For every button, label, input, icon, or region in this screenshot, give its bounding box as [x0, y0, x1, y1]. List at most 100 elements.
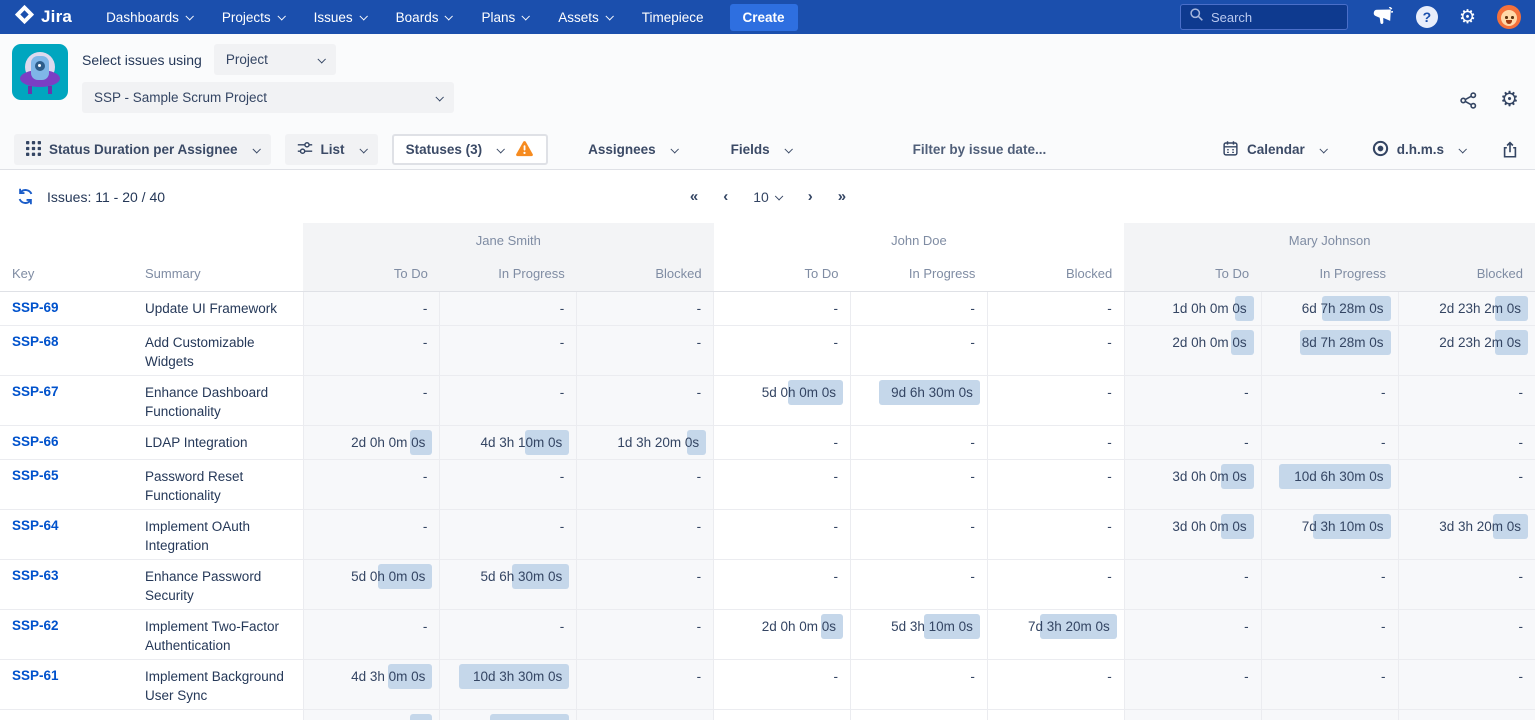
issue-source-bar: Select issues using Project SSP - Sample…	[0, 34, 1535, 130]
avatar-eye	[1505, 16, 1508, 19]
share-button[interactable]	[1457, 89, 1480, 112]
issue-key-link[interactable]: SSP-61	[12, 668, 59, 683]
key-cell: SSP-65	[0, 459, 133, 509]
issue-key-link[interactable]: SSP-69	[12, 300, 59, 315]
create-button[interactable]: Create	[730, 4, 798, 31]
issue-source-mode-select[interactable]: Project	[214, 44, 336, 75]
duration-cell: 2d 23h 2m 0s	[1398, 325, 1535, 375]
status-column-header: Blocked	[1398, 257, 1535, 291]
fields-filter-button[interactable]: Fields	[719, 134, 803, 165]
global-search[interactable]	[1180, 4, 1348, 30]
nav-plans[interactable]: Plans	[481, 10, 528, 25]
duration-cell: -	[851, 459, 988, 509]
pagination: « ‹ 10 › »	[690, 188, 845, 205]
duration-cell: 10d 3h 30m 0s	[440, 659, 577, 709]
issue-date-filter-input[interactable]	[913, 142, 1083, 157]
duration-cell: -	[303, 325, 440, 375]
nav-assets[interactable]: Assets	[558, 10, 612, 25]
duration-cell: -	[1261, 425, 1398, 459]
assignees-filter-button[interactable]: Assignees	[576, 134, 689, 165]
duration-cell: -	[1398, 425, 1535, 459]
brand-name: Jira	[41, 7, 72, 27]
calendar-view-button[interactable]: Calendar	[1210, 134, 1338, 165]
refresh-icon[interactable]	[14, 185, 37, 208]
search-icon	[1189, 7, 1204, 27]
issue-key-link[interactable]: SSP-67	[12, 384, 59, 399]
key-cell: SSP-67	[0, 375, 133, 425]
status-column-header: To Do	[1124, 257, 1261, 291]
nav-boards[interactable]: Boards	[396, 10, 452, 25]
export-icon[interactable]	[1499, 139, 1521, 161]
duration-cell: -	[303, 509, 440, 559]
nav-dashboards[interactable]: Dashboards	[106, 10, 192, 25]
duration-cell: 3d 3h 20m 0s	[1398, 509, 1535, 559]
table-row: SSP-65Password Reset Functionality------…	[0, 459, 1535, 509]
duration-cell: -	[987, 659, 1124, 709]
issue-key-link[interactable]: SSP-62	[12, 618, 59, 633]
duration-cell: -	[714, 659, 851, 709]
duration-cell: -	[1124, 609, 1261, 659]
settings-gear-icon[interactable]: ⚙	[1459, 8, 1476, 27]
issue-key-link[interactable]: SSP-65	[12, 468, 59, 483]
duration-cell: -	[440, 459, 577, 509]
search-input[interactable]	[1211, 10, 1331, 25]
issue-key-link[interactable]: SSP-64	[12, 518, 59, 533]
chevron-down-icon	[1319, 145, 1327, 153]
last-page-button[interactable]: »	[838, 188, 845, 205]
duration-cell: -	[577, 325, 714, 375]
next-page-button[interactable]: ›	[808, 188, 812, 205]
main-menu: Dashboards Projects Issues Boards Plans …	[106, 10, 703, 25]
key-cell: SSP-61	[0, 659, 133, 709]
chevron-down-icon	[775, 192, 783, 200]
key-cell: SSP-66	[0, 425, 133, 459]
announcements-icon[interactable]	[1369, 5, 1395, 29]
duration-cell: 6d 7h 28m 0s	[1261, 291, 1398, 325]
prev-page-button[interactable]: ‹	[723, 188, 727, 205]
duration-cell: -	[851, 659, 988, 709]
time-format-button[interactable]: d.h.m.s	[1360, 134, 1477, 165]
help-icon[interactable]: ?	[1416, 6, 1438, 28]
nav-timepiece[interactable]: Timepiece	[642, 10, 704, 25]
page-size-select[interactable]: 10	[753, 189, 782, 205]
duration-cell: -	[577, 609, 714, 659]
duration-cell: 4d 3h 10m 0s	[440, 425, 577, 459]
statuses-filter-button[interactable]: Statuses (3)	[392, 134, 549, 165]
summary-cell: Update UI Framework	[133, 291, 303, 325]
duration-cell: -	[440, 509, 577, 559]
issue-key-link[interactable]: SSP-66	[12, 434, 59, 449]
duration-cell: 2d 23h 2m 0s	[1398, 291, 1535, 325]
status-column-header: In Progress	[440, 257, 577, 291]
nav-projects[interactable]: Projects	[222, 10, 284, 25]
report-type-button[interactable]: Status Duration per Assignee	[14, 134, 271, 165]
issue-key-link[interactable]: SSP-63	[12, 568, 59, 583]
assignee-group-header: John Doe	[714, 223, 1125, 257]
first-page-button[interactable]: «	[690, 188, 697, 205]
duration-cell: 2d 0h 0m 0s	[1124, 325, 1261, 375]
duration-cell: -	[577, 459, 714, 509]
duration-cell: -	[1398, 375, 1535, 425]
summary-cell: Implement Background User Sync	[133, 659, 303, 709]
duration-cell: -	[1398, 559, 1535, 609]
gadget-settings-gear-icon[interactable]: ⚙	[1498, 98, 1521, 102]
duration-cell: 5d 0h 0m 0s	[303, 559, 440, 609]
duration-cell: 10d 6h 30m 0s	[1261, 459, 1398, 509]
issue-key-link[interactable]: SSP-68	[12, 334, 59, 349]
nav-issues[interactable]: Issues	[314, 10, 366, 25]
jira-logo[interactable]: Jira	[14, 4, 72, 30]
duration-cell: 7d 3h 20m 0s	[987, 609, 1124, 659]
grid-icon	[26, 141, 41, 159]
summary-cell: LDAP Integration	[133, 425, 303, 459]
duration-cell: 2d 0h 0m 0s	[303, 425, 440, 459]
project-select[interactable]: SSP - Sample Scrum Project	[82, 82, 454, 113]
chevron-down-icon	[670, 145, 678, 153]
duration-cell: -	[987, 375, 1124, 425]
duration-cell: 5d 0h 0m 0s	[714, 375, 851, 425]
table-row: SSP-69Update UI Framework------1d 0h 0m …	[0, 291, 1535, 325]
user-avatar[interactable]	[1497, 5, 1521, 29]
summary-cell: Password Reset Functionality	[133, 459, 303, 509]
table-row: SSP-61Implement Background User Sync4d 3…	[0, 659, 1535, 709]
view-mode-button[interactable]: List	[285, 134, 378, 165]
duration-cell: -	[714, 325, 851, 375]
chevron-down-icon	[522, 12, 530, 20]
duration-cell: -	[577, 291, 714, 325]
